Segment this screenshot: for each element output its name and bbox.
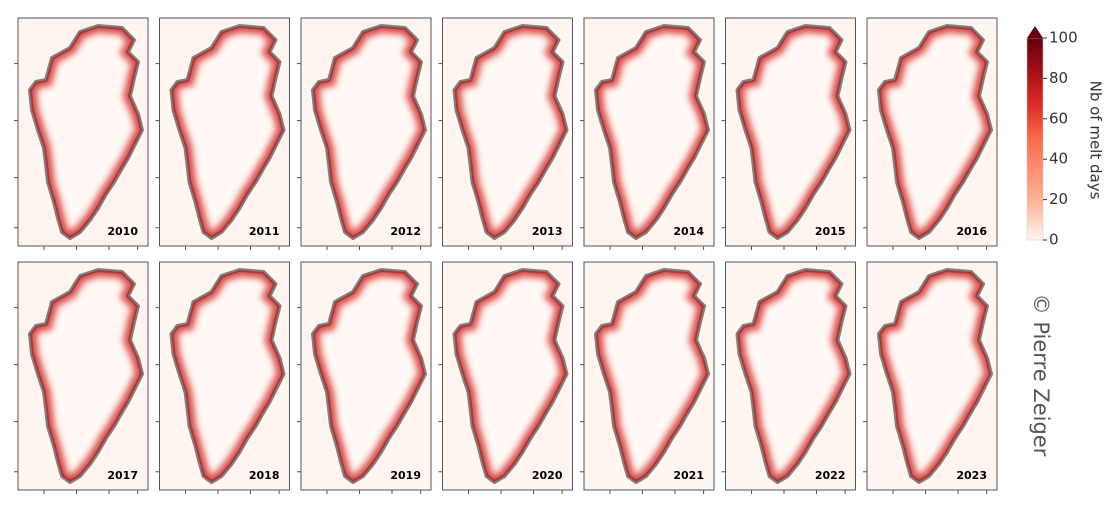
map-panel: 2020 [438,261,573,494]
map-panel: 2017 [14,261,149,494]
credit: © Pierre Zeiger [1029,294,1053,457]
map-panel: 2013 [438,17,573,250]
map-panel: 2012 [297,17,432,250]
colorbar-tick-label: 60 [1049,109,1068,127]
colorbar-label: Nb of melt days [1087,81,1105,200]
colorbar-tick-label: 40 [1049,150,1068,168]
colorbar: 0 20 40 60 80 100 [1026,26,1078,249]
year-label: 2021 [673,469,704,482]
colorbar-tick-label: 80 [1049,69,1068,87]
colorbar-tick-label: 100 [1049,29,1078,47]
year-label: 2019 [390,469,421,482]
map-panel: 2011 [155,17,290,250]
year-label: 2012 [390,225,421,238]
panels: 2010 2011 2012 2013 2014 2015 2016 2017 2018 2019… [14,17,998,494]
map-panel: 2021 [580,261,715,494]
colorbar-tick-label: 0 [1049,231,1059,249]
colorbar-extend [1027,26,1043,38]
map-panel: 2010 [14,17,149,250]
year-label: 2023 [956,469,987,482]
year-label: 2013 [532,225,563,238]
year-label: 2016 [956,225,987,238]
year-label: 2020 [532,469,563,482]
colorbar-body [1026,37,1044,241]
year-label: 2015 [815,225,846,238]
map-panel: 2015 [721,17,856,250]
colorbar-tick-label: 20 [1049,190,1068,208]
year-label: 2010 [107,225,138,238]
map-panel: 2016 [863,17,998,250]
map-panel: 2019 [297,261,432,494]
year-label: 2011 [249,225,280,238]
map-panel: 2018 [155,261,290,494]
year-label: 2018 [249,469,280,482]
map-panel: 2023 [863,261,998,494]
year-label: 2022 [815,469,846,482]
year-label: 2014 [673,225,704,238]
map-panel: 2014 [580,17,715,250]
map-panel: 2022 [721,261,856,494]
year-label: 2017 [107,469,138,482]
